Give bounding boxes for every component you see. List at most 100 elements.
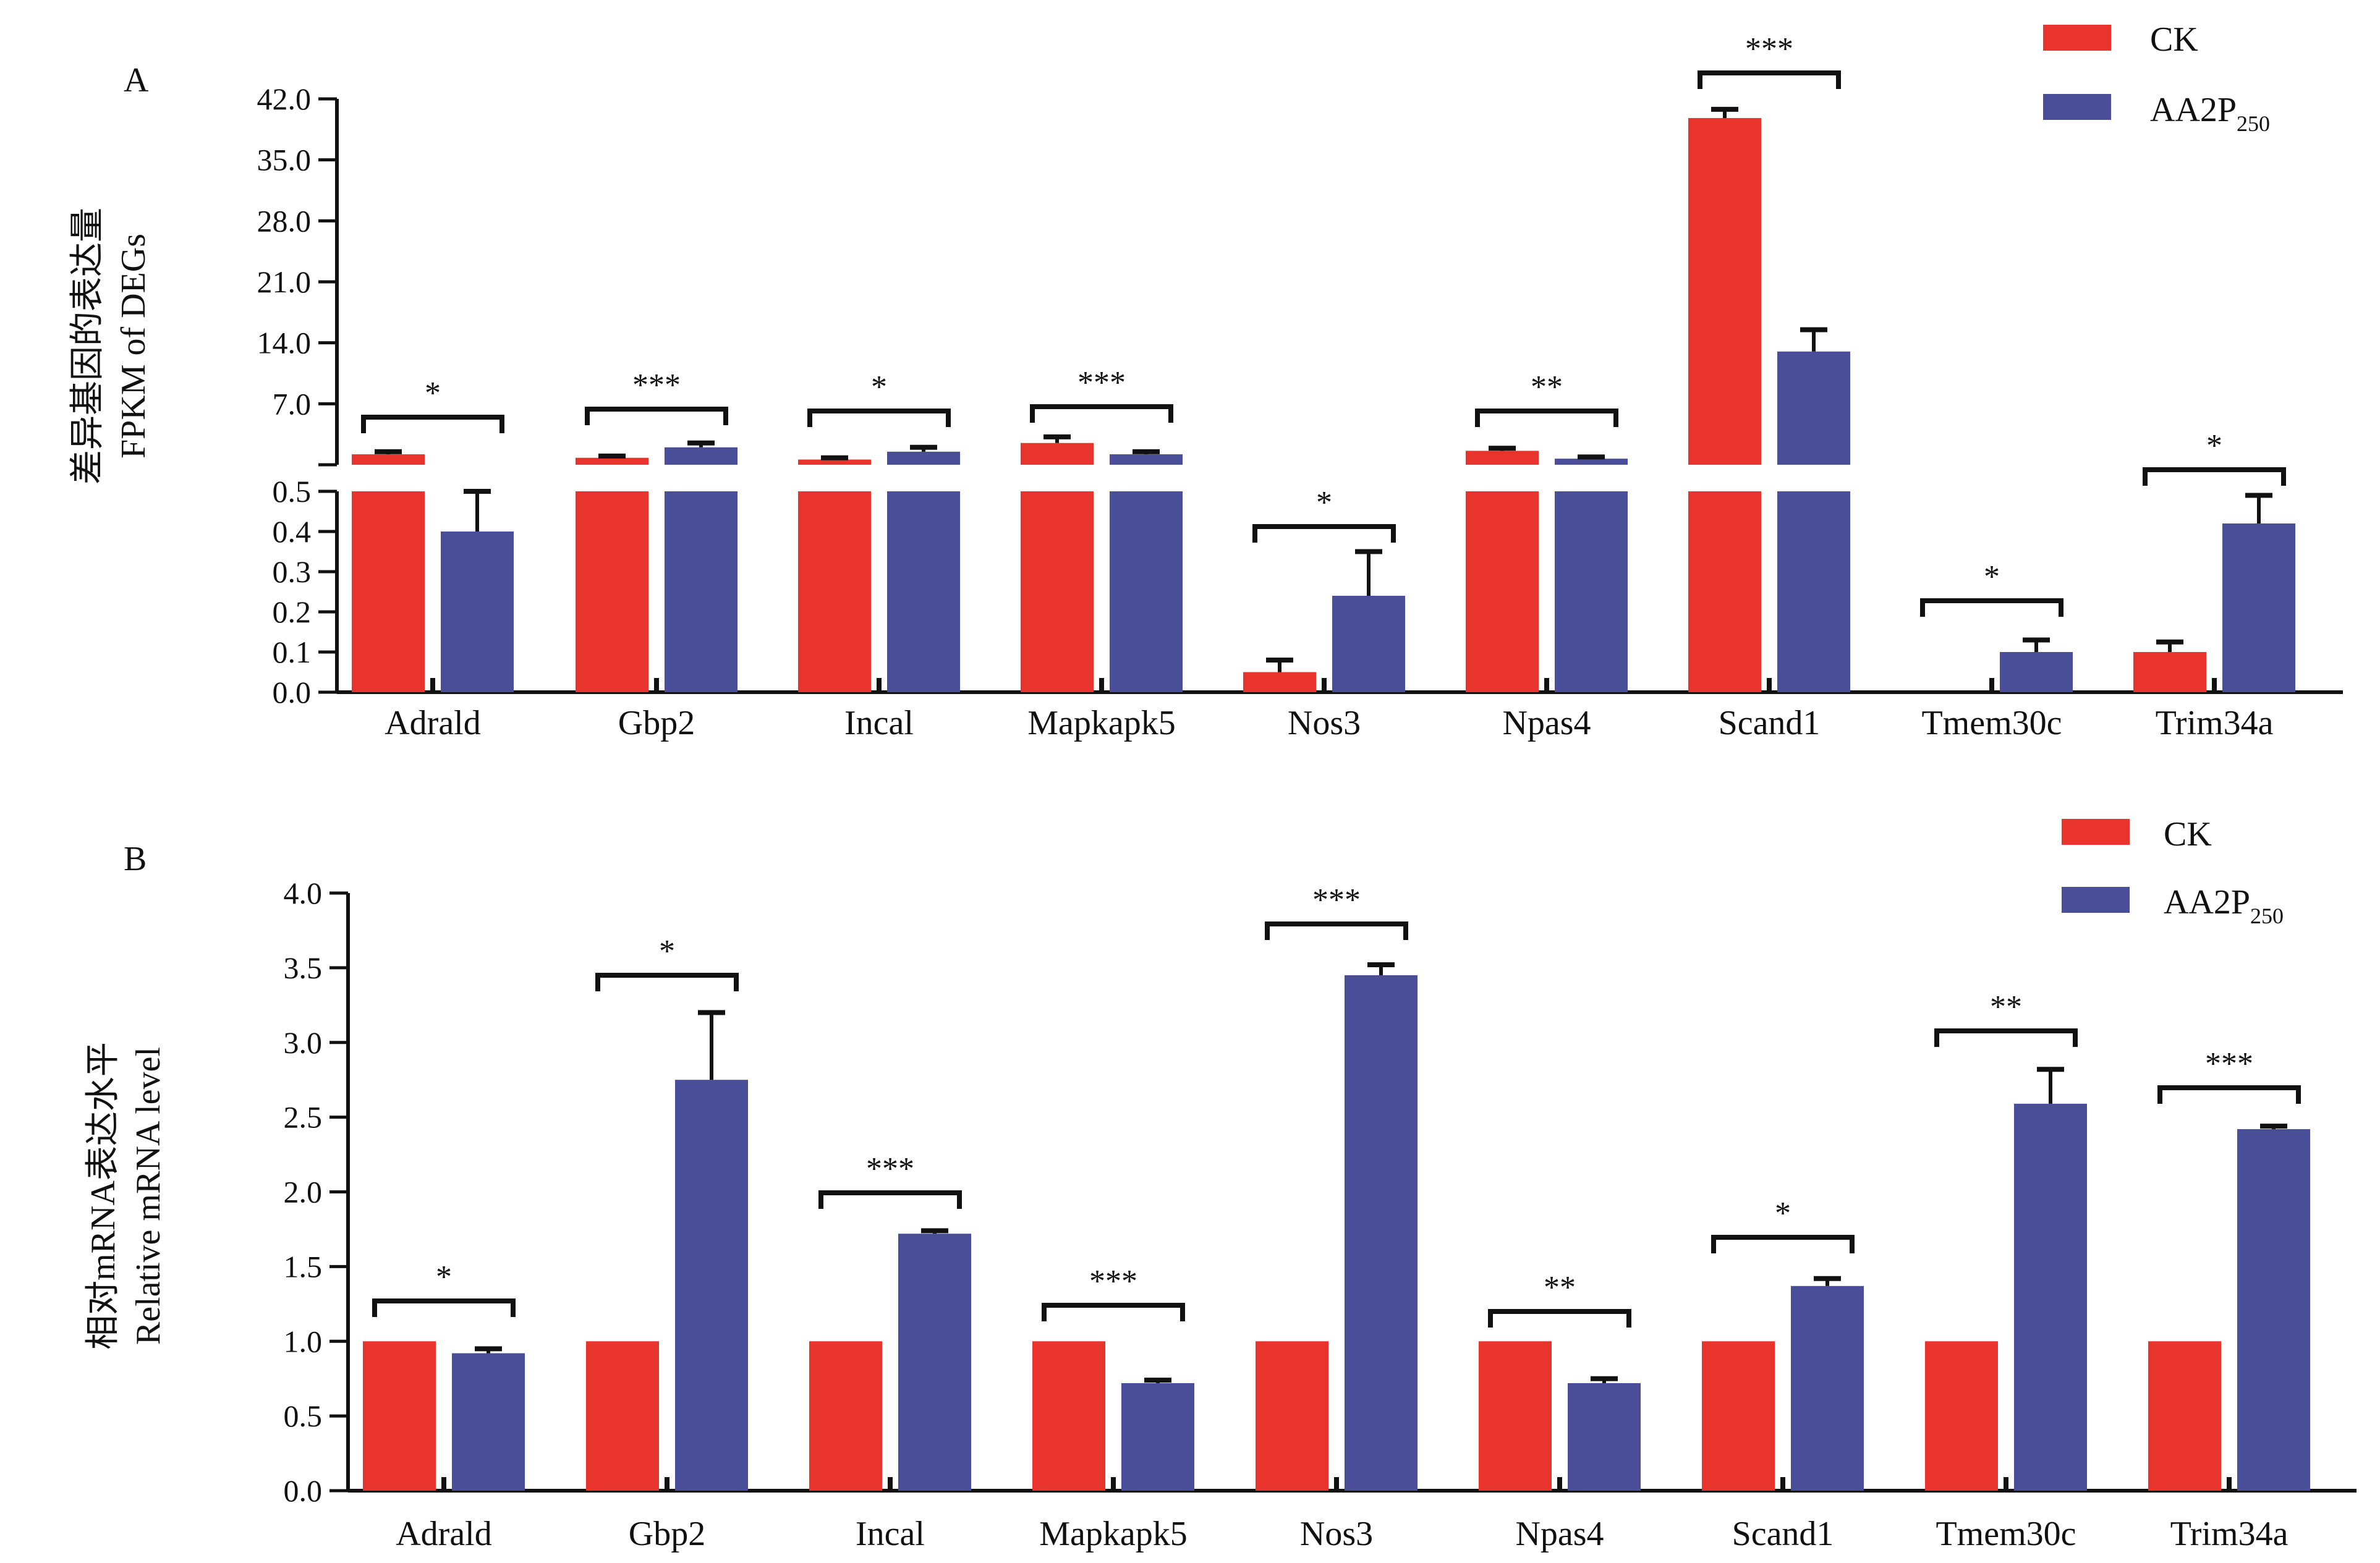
bar-a-lower-ck-Adrald	[352, 491, 425, 692]
b-category-label-Nos3: Nos3	[1300, 1515, 1373, 1553]
bar-a-lower-aa2p-Mapkapk5	[1110, 491, 1183, 692]
panel-b-bars: *******************	[363, 883, 2310, 1491]
b-category-label-Mapkapk5: Mapkapk5	[1039, 1515, 1188, 1553]
significance-bracket	[361, 415, 504, 433]
a-category-label-Npas4: Npas4	[1502, 704, 1591, 742]
bar-a-lower-aa2p-Trim34a	[2222, 523, 2295, 692]
bar-a-lower-ck-Gbp2	[576, 491, 648, 692]
significance-label: *	[659, 934, 675, 969]
significance-bracket	[807, 409, 951, 427]
bar-a-lower-ck-Npas4	[1466, 491, 1539, 692]
legend-b-label-aa2p: AA2P250	[2164, 883, 2284, 928]
b-category-label-Trim34a: Trim34a	[2170, 1515, 2289, 1553]
b-tick-label: 3.5	[284, 951, 323, 985]
bar-a-lower-ck-Incal	[798, 491, 871, 692]
bar-a-upper-aa2p-Scand1	[1777, 351, 1850, 465]
bar-b-ck-Nos3	[1256, 1341, 1328, 1491]
a-lower-tick-label: 0.0	[273, 675, 312, 709]
bar-a-upper-aa2p-Npas4	[1555, 459, 1628, 465]
significance-label: *	[425, 376, 441, 411]
bar-a-upper-aa2p-Mapkapk5	[1110, 454, 1183, 465]
legend-b-swatch-aa2p	[2062, 887, 2130, 913]
a-category-label-Trim34a: Trim34a	[2156, 704, 2274, 742]
bar-b-ck-Adrald	[363, 1341, 436, 1491]
significance-label: ***	[2205, 1046, 2253, 1082]
a-category-label-Scand1: Scand1	[1719, 704, 1821, 742]
bar-b-aa2p-Gbp2	[675, 1080, 748, 1491]
a-lower-tick-label: 0.1	[273, 635, 312, 669]
panel-a-category-labels: Adrald Gbp2 Incal Mapkapk5 Nos3 Npas4 Scand1 Tm…	[385, 704, 2273, 742]
a-lower-tick-label: 0.4	[273, 514, 312, 549]
significance-label: *	[1775, 1196, 1791, 1231]
bar-b-aa2p-Adrald	[452, 1353, 525, 1491]
bar-b-aa2p-Trim34a	[2237, 1129, 2310, 1491]
bar-a-lower-aa2p-Tmem30c	[2000, 652, 2073, 692]
bar-a-lower-aa2p-Adrald	[441, 532, 514, 692]
panel-a-lower-y-ticks: 0.5 0.4 0.3 0.2 0.1 0.0	[273, 474, 337, 709]
significance-label: ***	[632, 368, 681, 403]
panel-b-y-ticks: 4.0 3.5 3.0 2.5 2.0 1.5 1.0 0.5 0.0	[284, 876, 348, 1508]
a-upper-tick-label: 28.0	[257, 203, 312, 238]
panel-a-legend: CK AA2P250	[2043, 20, 2270, 136]
bar-a-upper-ck-Mapkapk5	[1021, 443, 1094, 465]
b-tick-label: 1.5	[284, 1249, 323, 1284]
bar-b-ck-Gbp2	[586, 1341, 659, 1491]
significance-label: ***	[866, 1151, 914, 1187]
significance-label: ***	[1077, 365, 1126, 400]
b-tick-label: 4.0	[284, 876, 323, 910]
significance-label: *	[1984, 559, 2000, 595]
a-lower-tick-label: 0.5	[273, 474, 312, 509]
legend-label-aa2p-main: AA2P	[2150, 91, 2237, 129]
significance-bracket	[2157, 1085, 2301, 1104]
significance-bracket	[2143, 467, 2286, 486]
b-tick-label: 1.0	[284, 1324, 323, 1358]
bar-a-lower-aa2p-Scand1	[1777, 491, 1850, 692]
significance-label: *	[1316, 485, 1332, 520]
bar-b-ck-Trim34a	[2148, 1341, 2221, 1491]
significance-bracket	[1042, 1303, 1185, 1321]
b-tick-label: 0.0	[284, 1473, 323, 1508]
bar-a-upper-ck-Npas4	[1466, 451, 1539, 465]
a-category-label-Adrald: Adrald	[385, 704, 481, 742]
bar-a-upper-aa2p-Gbp2	[665, 447, 737, 465]
bar-a-lower-ck-Nos3	[1243, 672, 1316, 692]
b-tick-label: 0.5	[284, 1399, 323, 1433]
b-category-label-Adrald: Adrald	[396, 1515, 492, 1553]
significance-bracket	[1475, 409, 1618, 427]
a-category-label-Tmem30c: Tmem30c	[1921, 704, 2062, 742]
bar-b-ck-Tmem30c	[1925, 1341, 1998, 1491]
bar-a-lower-aa2p-Incal	[887, 491, 960, 692]
a-lower-tick-label: 0.2	[273, 595, 312, 629]
legend-label-aa2p: AA2P250	[2150, 91, 2270, 136]
panel-b-ylabel-en: Relative mRNA level	[129, 1047, 168, 1345]
bar-a-upper-ck-Incal	[798, 459, 871, 465]
bar-a-upper-ck-Gbp2	[576, 457, 648, 465]
legend-swatch-aa2p	[2043, 94, 2111, 120]
a-category-label-Incal: Incal	[844, 704, 914, 742]
b-category-label-Scand1: Scand1	[1732, 1515, 1834, 1553]
significance-label: *	[871, 370, 887, 405]
bar-a-lower-aa2p-Gbp2	[665, 491, 737, 692]
significance-bracket	[1488, 1309, 1631, 1328]
significance-label: *	[436, 1260, 452, 1295]
significance-bracket	[372, 1298, 516, 1317]
significance-bracket	[818, 1190, 962, 1209]
significance-label: ***	[1745, 32, 1793, 67]
a-category-label-Gbp2: Gbp2	[618, 704, 695, 742]
a-upper-tick-label: 42.0	[257, 82, 312, 116]
legend-b-label-ck: CK	[2164, 815, 2212, 854]
a-upper-tick-label: 21.0	[257, 265, 312, 299]
b-category-label-Incal: Incal	[856, 1515, 925, 1553]
significance-label: **	[1531, 370, 1563, 405]
panel-a-upper-y-ticks: 42.0 35.0 28.0 21.0 14.0 7.0	[257, 82, 337, 467]
panel-b: B 相对mRNA表达水平 Relative mRNA level 4.0 3.5 3…	[84, 815, 2357, 1553]
bar-a-lower-ck-Mapkapk5	[1021, 491, 1094, 692]
b-tick-label: 2.5	[284, 1100, 323, 1135]
a-category-label-Nos3: Nos3	[1288, 704, 1361, 742]
significance-bracket	[1920, 598, 2063, 617]
significance-label: **	[1544, 1270, 1576, 1305]
b-tick-label: 3.0	[284, 1025, 323, 1060]
bar-a-lower-aa2p-Nos3	[1332, 596, 1405, 692]
significance-bracket	[1265, 921, 1408, 940]
